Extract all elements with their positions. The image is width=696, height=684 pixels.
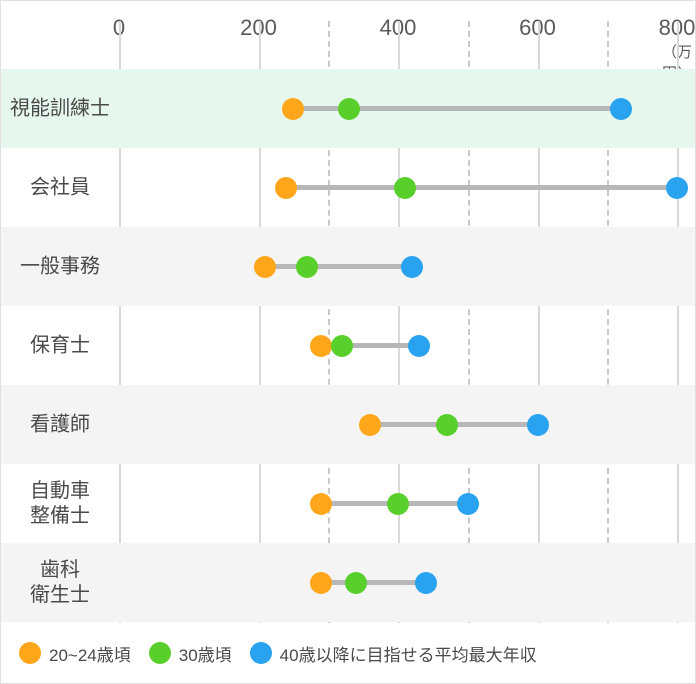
data-point-age20_24 [310,335,332,357]
data-point-age20_24 [310,493,332,515]
chart-rows: 視能訓練士会社員一般事務保育士看護師自動車 整備士歯科 衛生士 [1,69,695,623]
legend-dot-icon [19,642,41,664]
data-point-age20_24 [359,414,381,436]
chart-row: 一般事務 [1,227,695,306]
row-label: 保育士 [1,333,119,358]
legend-item: 40歳以降に目指せる平均最大年収 [250,641,537,666]
data-point-age30 [338,98,360,120]
data-point-age40plus [457,493,479,515]
legend-label: 40歳以降に目指せる平均最大年収 [280,641,537,666]
row-label: 看護師 [1,412,119,437]
data-point-age30 [345,572,367,594]
range-connector [265,264,411,269]
range-connector [286,185,677,190]
data-point-age40plus [527,414,549,436]
legend-item: 30歳頃 [149,641,232,666]
range-connector [321,580,426,585]
legend-label: 30歳頃 [179,641,232,666]
data-point-age20_24 [282,98,304,120]
legend-dot-icon [149,642,171,664]
data-point-age40plus [415,572,437,594]
chart-row: 保育士 [1,306,695,385]
row-label: 一般事務 [1,254,119,279]
data-point-age30 [331,335,353,357]
salary-range-chart: 0200400600800（万円） 視能訓練士会社員一般事務保育士看護師自動車 … [0,0,696,684]
data-point-age40plus [401,256,423,278]
chart-row: 自動車 整備士 [1,464,695,543]
chart-row: 看護師 [1,385,695,464]
data-point-age20_24 [275,177,297,199]
row-label: 視能訓練士 [1,96,119,121]
data-point-age20_24 [310,572,332,594]
data-point-age40plus [610,98,632,120]
data-point-age20_24 [254,256,276,278]
data-point-age40plus [408,335,430,357]
legend-dot-icon [250,642,272,664]
data-point-age30 [436,414,458,436]
legend-label: 20~24歳頃 [49,641,131,666]
row-label: 会社員 [1,175,119,200]
chart-row: 視能訓練士 [1,69,695,148]
row-label: 自動車 整備士 [1,479,119,529]
data-point-age30 [394,177,416,199]
legend: 20~24歳頃 30歳頃 40歳以降に目指せる平均最大年収 [1,623,695,683]
data-point-age40plus [666,177,688,199]
plot-area: 0200400600800（万円） 視能訓練士会社員一般事務保育士看護師自動車 … [1,1,695,623]
chart-row: 歯科 衛生士 [1,543,695,622]
row-label: 歯科 衛生士 [1,558,119,608]
legend-item: 20~24歳頃 [19,641,131,666]
data-point-age30 [387,493,409,515]
data-point-age30 [296,256,318,278]
chart-row: 会社員 [1,148,695,227]
